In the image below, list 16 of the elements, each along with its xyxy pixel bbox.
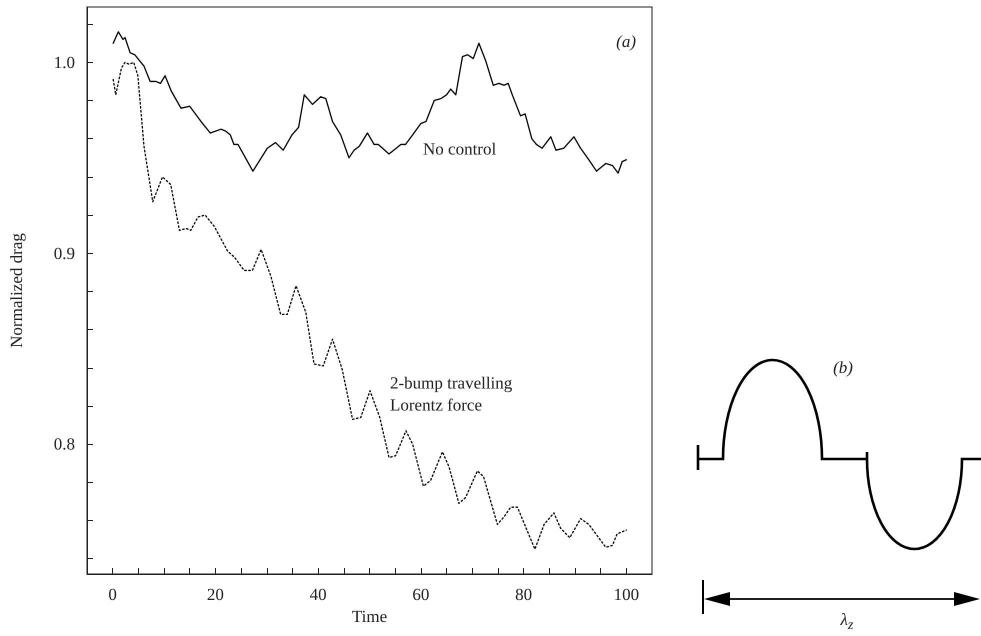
y-axis-title: Normalized drag bbox=[7, 232, 26, 348]
annotation: (a) bbox=[616, 32, 636, 51]
y-tick-label: 0.9 bbox=[54, 244, 75, 263]
x-axis-title: Time bbox=[352, 607, 388, 626]
x-tick-label: 60 bbox=[412, 585, 430, 604]
y-tick-label: 0.8 bbox=[54, 434, 75, 454]
y-tick-label: 1.0 bbox=[54, 52, 75, 72]
x-tick-label: 0 bbox=[108, 585, 117, 604]
text: (b) bbox=[833, 358, 853, 378]
series-label: 2-bump travelling Lorentz force bbox=[390, 374, 517, 414]
x-tick-label: 80 bbox=[515, 585, 532, 604]
x-tick-label: 40 bbox=[310, 585, 327, 604]
x-tick-label: 100 bbox=[614, 585, 640, 604]
text: λ$_{z}$ bbox=[840, 610, 854, 634]
x-tick-label: 20 bbox=[206, 585, 224, 604]
series-label: No control bbox=[423, 140, 496, 158]
